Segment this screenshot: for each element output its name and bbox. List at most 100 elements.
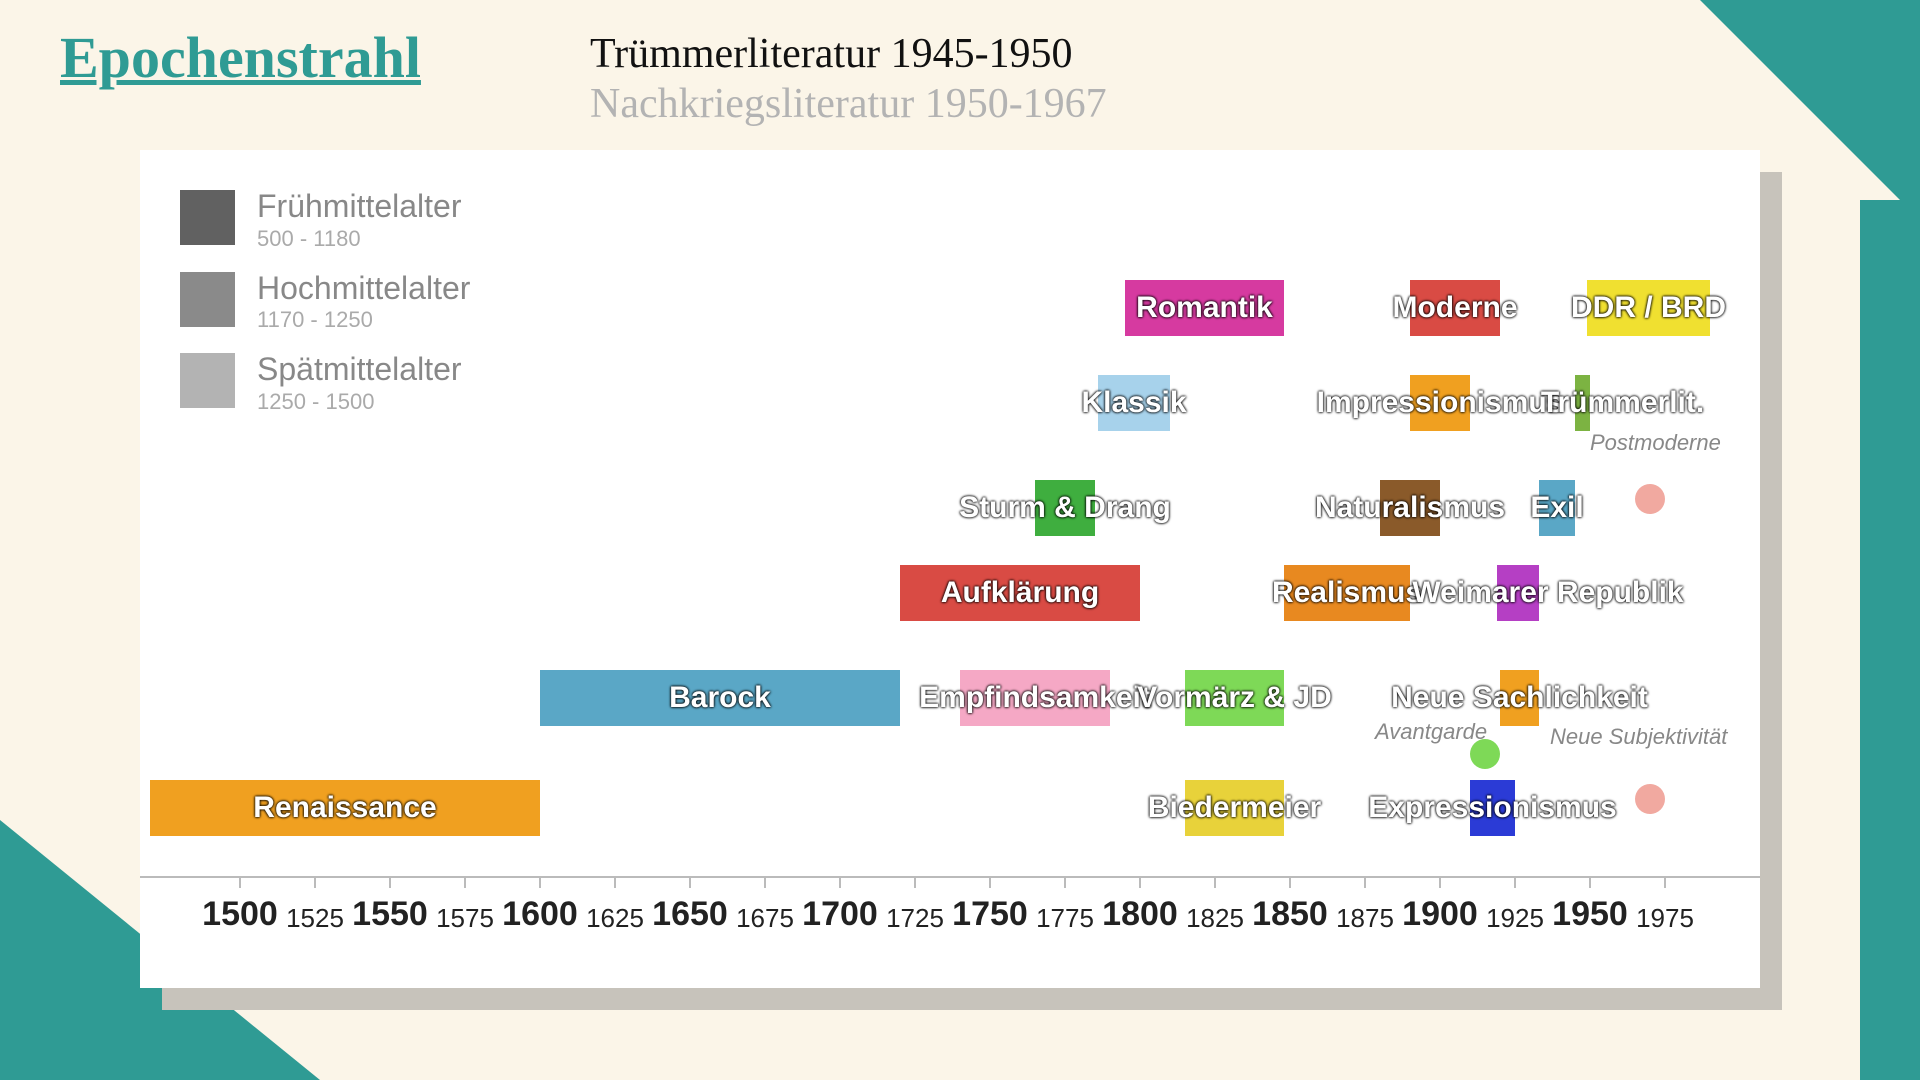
axis-minor-label: 1875	[1336, 903, 1394, 934]
legend-swatch	[180, 272, 235, 327]
legend: Frühmittelalter500 - 1180 Hochmittelalter…	[180, 190, 470, 435]
period-renaissance[interactable]: Renaissance	[150, 780, 540, 836]
legend-row: Spätmittelalter1250 - 1500	[180, 353, 470, 415]
axis-tick	[1289, 876, 1291, 888]
period-label: Empfindsamkeit	[919, 681, 1151, 715]
axis-major-label: 1800	[1102, 895, 1178, 934]
period-label: DDR / BRD	[1571, 291, 1726, 325]
period-aufklaerung[interactable]: Aufklärung	[900, 565, 1140, 621]
axis-tick	[914, 876, 916, 888]
period-expressionismus[interactable]: Expressionismus	[1470, 780, 1515, 836]
period-label: Barock	[669, 681, 771, 715]
period-label: Realismus	[1272, 576, 1422, 610]
period-vormaerz[interactable]: Vormärz & JD	[1185, 670, 1284, 726]
period-label: Aufklärung	[941, 576, 1099, 610]
period-naturalismus[interactable]: Naturalismus	[1380, 480, 1440, 536]
period-sturmdrang[interactable]: Sturm & Drang	[1035, 480, 1095, 536]
period-moderne[interactable]: Moderne	[1410, 280, 1500, 336]
axis-major-label: 1600	[502, 895, 578, 934]
period-label: Expressionismus	[1368, 791, 1616, 825]
axis-tick	[1214, 876, 1216, 888]
period-label: Romantik	[1136, 291, 1273, 325]
legend-sublabel: 1170 - 1250	[257, 307, 470, 333]
legend-text: Spätmittelalter1250 - 1500	[257, 353, 462, 415]
period-weimarer[interactable]: Weimarer Republik	[1497, 565, 1539, 621]
legend-swatch	[180, 353, 235, 408]
chart-container: Frühmittelalter500 - 1180 Hochmittelalter…	[140, 150, 1820, 1030]
axis-tick	[1514, 876, 1516, 888]
legend-text: Hochmittelalter1170 - 1250	[257, 272, 470, 334]
legend-label: Hochmittelalter	[257, 272, 470, 306]
axis-minor-label: 1575	[436, 903, 494, 934]
axis-major-label: 1750	[952, 895, 1028, 934]
period-label: Renaissance	[253, 791, 436, 825]
legend-text: Frühmittelalter500 - 1180	[257, 190, 462, 252]
axis-tick	[464, 876, 466, 888]
legend-swatch	[180, 190, 235, 245]
period-romantik[interactable]: Romantik	[1125, 280, 1284, 336]
axis-tick	[614, 876, 616, 888]
axis-tick	[239, 876, 241, 888]
marker-postmoderne[interactable]	[1635, 484, 1665, 514]
marker-neue-subj[interactable]	[1635, 784, 1665, 814]
axis-tick	[764, 876, 766, 888]
period-label: Trümmerlit.	[1541, 386, 1704, 420]
axis-tick	[839, 876, 841, 888]
period-truemmerlit[interactable]: Trümmerlit.	[1575, 375, 1590, 431]
axis-major-label: 1500	[202, 895, 278, 934]
legend-label: Frühmittelalter	[257, 190, 462, 224]
axis-tick	[989, 876, 991, 888]
period-label: Impressionismus	[1317, 386, 1564, 420]
period-biedermeier[interactable]: Biedermeier	[1185, 780, 1284, 836]
marker-label: Avantgarde	[1375, 719, 1487, 745]
legend-sublabel: 500 - 1180	[257, 226, 462, 252]
axis-minor-label: 1825	[1186, 903, 1244, 934]
x-axis	[140, 876, 1760, 878]
axis-tick	[1439, 876, 1441, 888]
axis-minor-label: 1775	[1036, 903, 1094, 934]
axis-minor-label: 1925	[1486, 903, 1544, 934]
axis-tick	[1064, 876, 1066, 888]
page-title: Epochenstrahl	[60, 24, 421, 91]
axis-tick	[1139, 876, 1141, 888]
period-realismus[interactable]: Realismus	[1284, 565, 1410, 621]
legend-sublabel: 1250 - 1500	[257, 389, 462, 415]
period-label: Naturalismus	[1315, 491, 1505, 525]
legend-row: Frühmittelalter500 - 1180	[180, 190, 470, 252]
axis-tick	[389, 876, 391, 888]
axis-major-label: 1550	[352, 895, 428, 934]
accent-bar-right	[1860, 200, 1920, 1080]
period-label: Weimarer Republik	[1412, 576, 1683, 610]
period-label: Vormärz & JD	[1137, 681, 1332, 715]
period-label: Biedermeier	[1148, 791, 1321, 825]
axis-major-label: 1850	[1252, 895, 1328, 934]
axis-major-label: 1700	[802, 895, 878, 934]
period-ddr-brd[interactable]: DDR / BRD	[1587, 280, 1710, 336]
axis-tick	[1589, 876, 1591, 888]
period-impressionismus[interactable]: Impressionismus	[1410, 375, 1470, 431]
axis-tick	[1364, 876, 1366, 888]
period-label: Moderne	[1392, 291, 1517, 325]
axis-major-label: 1900	[1402, 895, 1478, 934]
subtitle-primary: Trümmerliteratur 1945-1950	[590, 30, 1073, 78]
period-barock[interactable]: Barock	[540, 670, 900, 726]
axis-major-label: 1950	[1552, 895, 1628, 934]
axis-minor-label: 1975	[1636, 903, 1694, 934]
marker-label: Postmoderne	[1590, 430, 1721, 456]
period-label: Sturm & Drang	[959, 491, 1171, 525]
axis-minor-label: 1675	[736, 903, 794, 934]
axis-tick	[689, 876, 691, 888]
period-label: Klassik	[1081, 386, 1186, 420]
period-label: Exil	[1530, 491, 1583, 525]
axis-tick	[539, 876, 541, 888]
period-klassik[interactable]: Klassik	[1098, 375, 1170, 431]
period-empfindsamkeit[interactable]: Empfindsamkeit	[960, 670, 1110, 726]
axis-minor-label: 1525	[286, 903, 344, 934]
axis-tick	[1664, 876, 1666, 888]
marker-label: Neue Subjektivität	[1550, 724, 1727, 750]
period-neue-sachlichkeit[interactable]: Neue Sachlichkeit	[1500, 670, 1539, 726]
legend-label: Spätmittelalter	[257, 353, 462, 387]
axis-tick	[314, 876, 316, 888]
period-exil[interactable]: Exil	[1539, 480, 1575, 536]
period-label: Neue Sachlichkeit	[1391, 681, 1648, 715]
